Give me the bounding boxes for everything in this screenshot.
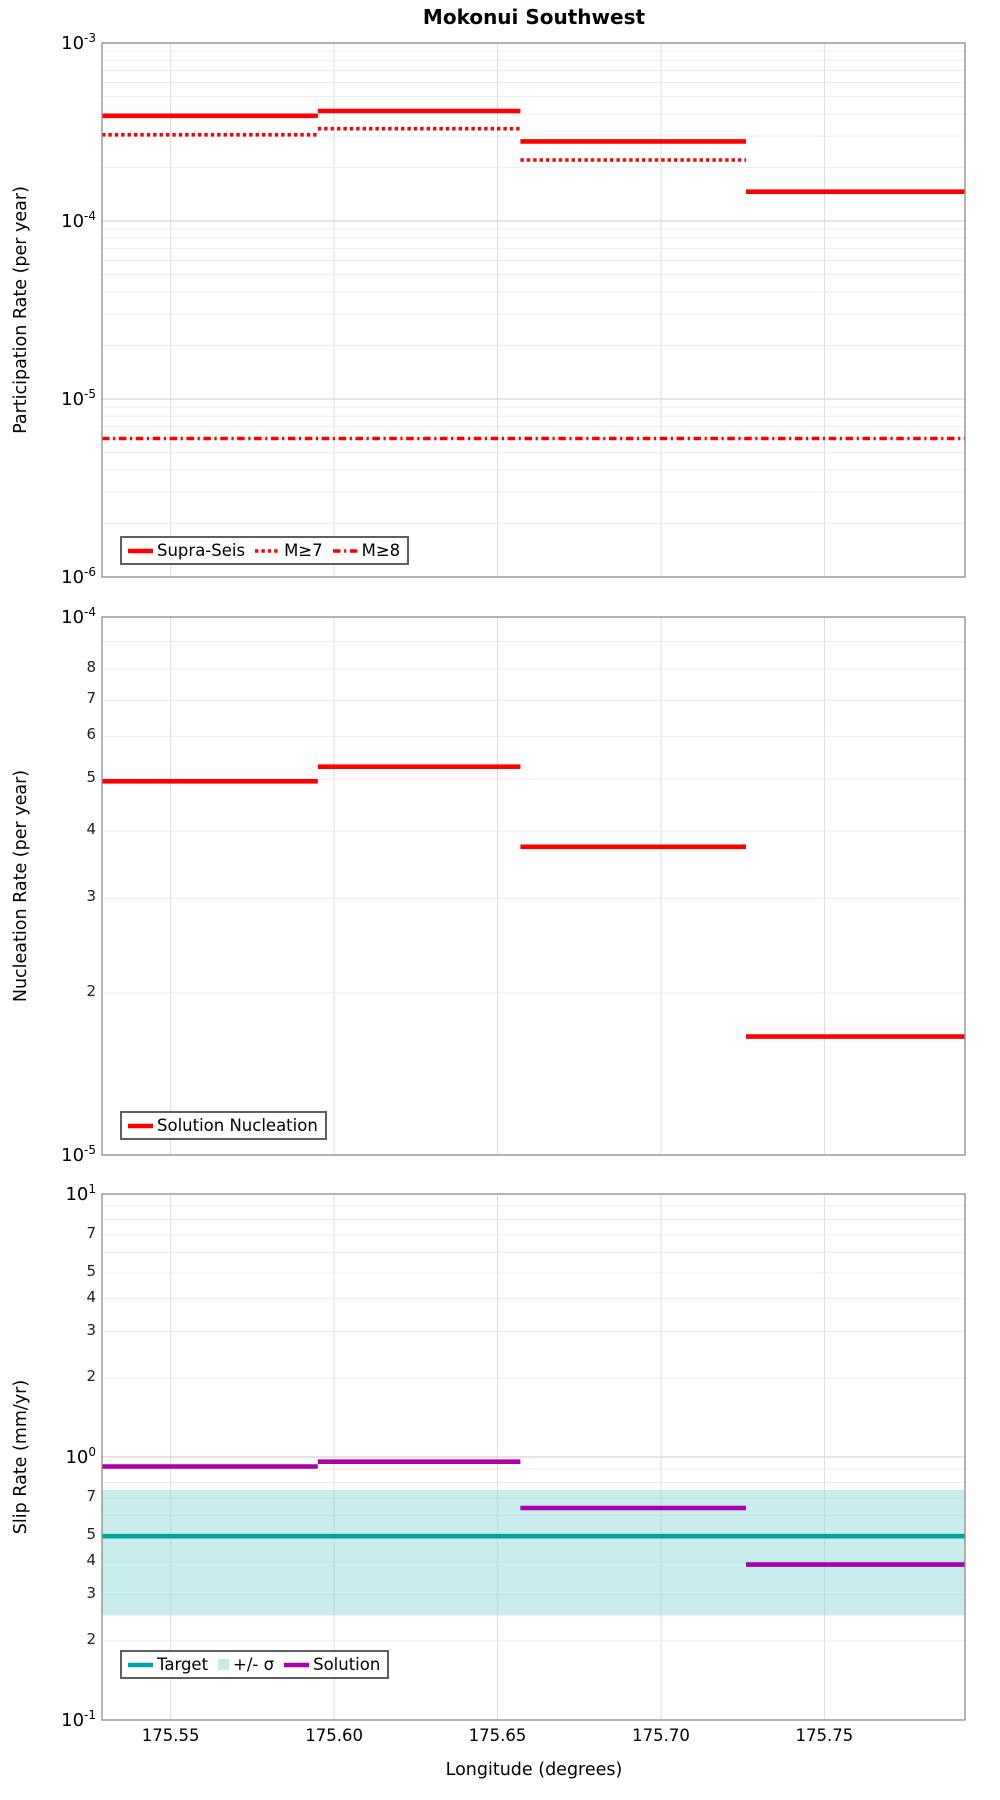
sigma-band <box>102 1489 965 1616</box>
y-minor-tick-label: 5 <box>86 1262 96 1281</box>
y-decade-label: 10-5 <box>61 387 96 410</box>
y-minor-tick-label: 2 <box>86 1366 96 1385</box>
panel-frame <box>101 42 966 578</box>
y-minor-tick-label: 2 <box>86 1629 96 1648</box>
legend-label: Solution <box>313 1655 381 1674</box>
x-tick-label: 175.75 <box>795 1726 854 1745</box>
y-decade-label: 10-4 <box>61 209 96 232</box>
x-tick-label: 175.55 <box>141 1726 200 1745</box>
legend-line-swatch <box>128 1662 153 1667</box>
series-m≥7 <box>102 126 965 194</box>
figure-title: Mokonui Southwest <box>422 5 646 29</box>
y-decade-label: 101 <box>65 1182 96 1205</box>
legend: Solution Nucleation <box>120 1111 327 1140</box>
y-minor-tick-label: 4 <box>86 820 96 839</box>
x-tick-label: 175.60 <box>305 1726 363 1745</box>
y-decade-label: 100 <box>65 1445 96 1468</box>
y-decade-label: 10-6 <box>61 565 96 588</box>
y-decade-label: 10-5 <box>61 1143 96 1166</box>
y-minor-tick-label: 7 <box>86 689 96 708</box>
legend-item: Solution Nucleation <box>127 1116 318 1135</box>
y-minor-tick-label: 7 <box>86 1223 96 1242</box>
legend: Supra-Seis M≥7 M≥8 <box>120 536 410 565</box>
legend-line-swatch <box>128 1123 153 1128</box>
legend-line-swatch <box>332 548 358 553</box>
legend-item: Supra-Seis <box>127 541 245 560</box>
y-minor-tick-label: 7 <box>86 1486 96 1505</box>
y-minor-tick-label: 6 <box>86 725 96 744</box>
series-solution-nucleation <box>102 764 965 1039</box>
y-minor-tick-label: 3 <box>86 887 96 906</box>
legend-label: +/- σ <box>233 1655 275 1674</box>
legend-label: M≥7 <box>284 541 323 560</box>
legend-line-swatch <box>284 1662 310 1667</box>
x-tick-label: 175.65 <box>468 1726 527 1745</box>
legend-label: M≥8 <box>361 541 401 560</box>
y-minor-tick-label: 5 <box>86 767 96 786</box>
y-axis-title-participation: Participation Rate (per year) <box>11 186 31 434</box>
y-minor-tick-label: 3 <box>86 1583 96 1602</box>
y-axis-title-nucleation: Nucleation Rate (per year) <box>11 769 31 1003</box>
y-decade-label: 10-3 <box>61 31 96 54</box>
y-minor-tick-label: 2 <box>86 982 96 1001</box>
x-tick-label: 175.70 <box>632 1726 690 1745</box>
y-minor-tick-label: 4 <box>86 1287 96 1306</box>
legend-item: +/- σ <box>217 1655 274 1674</box>
legend-item: Target <box>127 1655 208 1674</box>
series-supra-seis <box>102 108 965 194</box>
legend-item: M≥7 <box>254 541 323 560</box>
legend-line-swatch <box>128 548 153 553</box>
legend-label: Target <box>157 1655 209 1674</box>
sigma-band-swatch <box>218 1659 230 1670</box>
x-axis-title: Longitude (degrees) <box>445 1760 623 1780</box>
y-decade-label: 10-4 <box>61 605 96 628</box>
legend: Target +/- σ Solution <box>120 1650 390 1679</box>
legend-item: M≥8 <box>332 541 401 560</box>
y-axis-title-slip-rate: Slip Rate (mm/yr) <box>11 1379 31 1535</box>
y-minor-tick-label: 4 <box>86 1550 96 1569</box>
y-minor-tick-label: 3 <box>86 1320 96 1339</box>
series-solution <box>102 1459 965 1567</box>
legend-line-swatch <box>255 548 281 553</box>
legend-label: Solution Nucleation <box>157 1116 318 1135</box>
panel-frame <box>101 616 966 1156</box>
legend-label: Supra-Seis <box>157 541 246 560</box>
y-minor-tick-label: 5 <box>86 1525 96 1544</box>
legend-item: Solution <box>283 1655 380 1674</box>
y-decade-label: 10-1 <box>61 1708 96 1731</box>
y-minor-tick-label: 8 <box>86 658 96 677</box>
panel-frame <box>101 1193 966 1721</box>
